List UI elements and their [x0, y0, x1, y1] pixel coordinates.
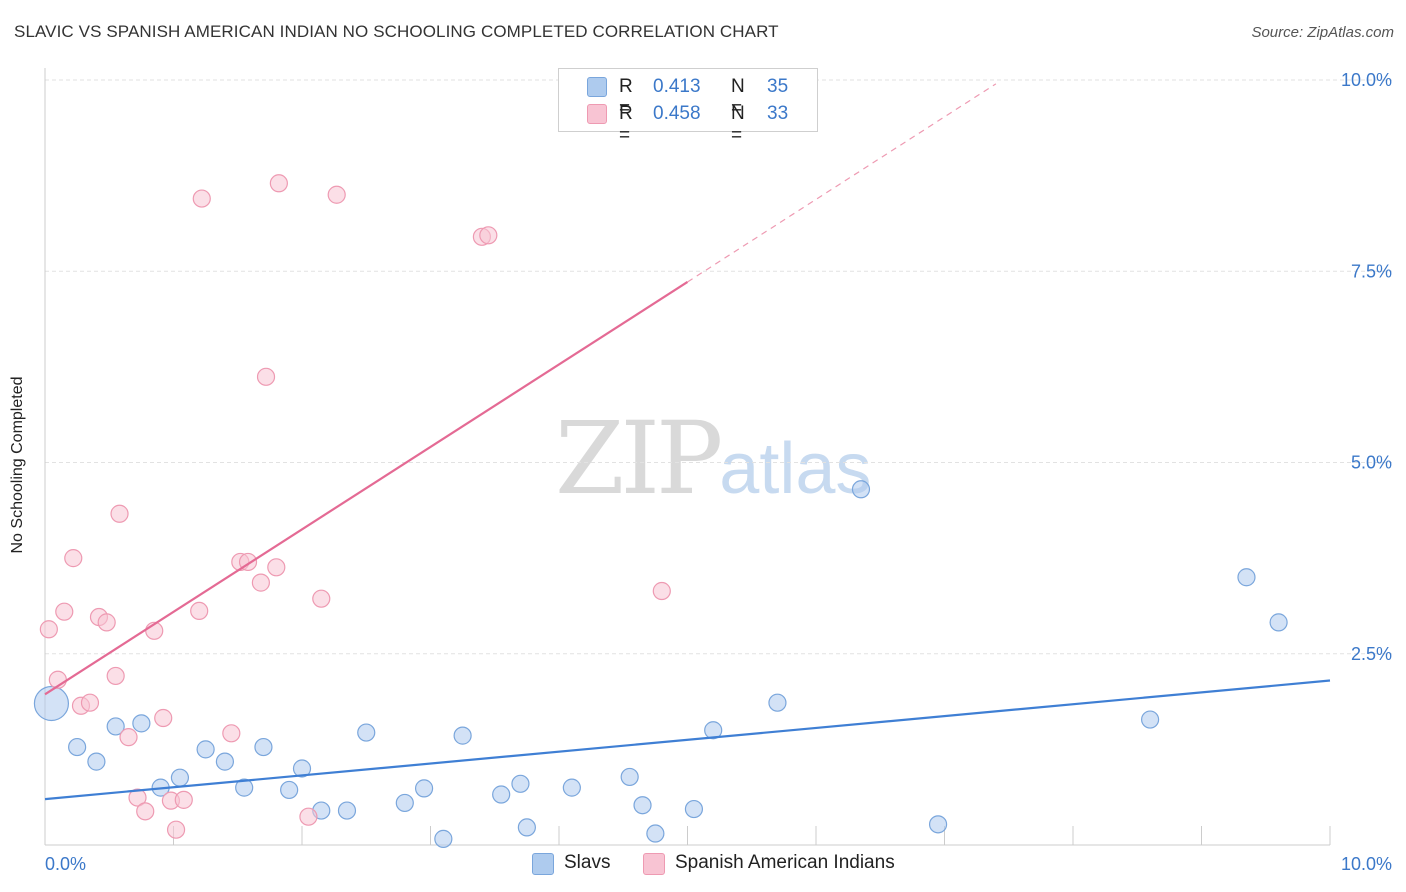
y-tick-label: 5.0%: [1351, 453, 1392, 473]
point-spanish-american-indians: [55, 602, 74, 621]
point-slavs: [337, 801, 357, 820]
point-slavs: [357, 723, 376, 742]
point-spanish-american-indians: [192, 189, 211, 208]
y-tick-label: 7.5%: [1351, 261, 1392, 281]
trend-line-slavs: [44, 679, 1331, 801]
point-spanish-american-indians: [190, 601, 209, 621]
source-label: Source: ZipAtlas.com: [1251, 24, 1394, 41]
watermark: ZIPatlas: [555, 400, 871, 517]
point-spanish-american-indians: [154, 708, 173, 728]
point-slavs: [434, 829, 453, 848]
trend-line-spanish-american-indians: [44, 281, 689, 696]
point-slavs: [646, 824, 665, 843]
point-spanish-american-indians: [128, 788, 147, 807]
point-slavs: [453, 726, 472, 745]
bottom-legend-swatch-slavs: [532, 853, 554, 875]
point-slavs: [620, 767, 639, 787]
legend-n-value: 35: [767, 76, 789, 97]
point-slavs: [633, 796, 652, 815]
point-spanish-american-indians: [166, 820, 186, 839]
point-spanish-american-indians: [119, 728, 138, 747]
point-slavs: [254, 737, 273, 757]
point-spanish-american-indians: [106, 666, 125, 686]
point-slavs: [1269, 613, 1288, 632]
point-spanish-american-indians: [652, 581, 671, 601]
legend-n-label: N =: [731, 76, 745, 119]
x-tick-label: 0.0%: [45, 854, 86, 874]
point-slavs: [215, 752, 234, 771]
point-spanish-american-indians: [222, 724, 241, 743]
bottom-legend-label-spanish-american-indians: Spanish American Indians: [675, 852, 895, 873]
point-slavs: [280, 780, 299, 800]
point-slavs: [68, 737, 87, 757]
point-spanish-american-indians: [299, 807, 318, 826]
point-slavs: [1140, 710, 1160, 729]
point-slavs: [106, 717, 125, 736]
point-slavs: [87, 752, 106, 771]
point-slavs: [235, 778, 254, 797]
point-spanish-american-indians: [174, 790, 193, 809]
bottom-legend-label-slavs: Slavs: [564, 852, 611, 873]
point-slavs: [511, 774, 530, 793]
legend-r-label: R =: [619, 76, 633, 119]
correlation-legend: R = 0.413 N = 35 R = 0.458 N = 33: [558, 68, 818, 146]
legend-n-label: N =: [731, 103, 745, 146]
point-spanish-american-indians: [39, 620, 58, 639]
point-spanish-american-indians: [80, 693, 100, 712]
point-spanish-american-indians: [256, 367, 276, 386]
y-axis-label-wrap: No Schooling Completed: [9, 377, 38, 554]
x-tick-label: 10.0%: [1341, 854, 1392, 874]
point-slavs: [492, 785, 511, 804]
chart-title: SLAVIC VS SPANISH AMERICAN INDIAN NO SCH…: [14, 22, 779, 41]
legend-swatch-slavs: [587, 77, 607, 97]
point-slavs: [684, 799, 704, 819]
legend-n-value: 33: [767, 103, 789, 124]
point-slavs: [928, 815, 948, 834]
point-spanish-american-indians: [110, 504, 129, 523]
legend-r-label: R =: [619, 103, 633, 146]
point-slavs: [395, 793, 414, 813]
point-spanish-american-indians: [327, 185, 346, 204]
point-slavs: [196, 740, 215, 759]
watermark-atlas: atlas: [719, 429, 872, 509]
point-slavs: [704, 721, 723, 740]
point-slavs: [132, 714, 151, 733]
point-slavs: [562, 778, 581, 797]
point-spanish-american-indians: [269, 174, 288, 193]
legend-r-value: 0.458: [653, 103, 701, 124]
y-tick-label: 10.0%: [1341, 70, 1392, 90]
bottom-legend-swatch-spanish-american-indians: [643, 853, 665, 875]
y-axis-label: No Schooling Completed: [9, 376, 26, 554]
y-tick-label: 2.5%: [1351, 644, 1392, 664]
legend-r-value: 0.413: [653, 76, 701, 97]
point-slavs: [170, 768, 190, 787]
point-spanish-american-indians: [64, 549, 83, 568]
point-spanish-american-indians: [267, 558, 286, 577]
point-slavs: [517, 818, 536, 837]
point-spanish-american-indians: [97, 613, 116, 632]
point-slavs: [414, 779, 434, 798]
point-slavs: [33, 685, 70, 722]
point-spanish-american-indians: [312, 589, 331, 608]
watermark-zip: ZIP: [555, 400, 723, 517]
point-spanish-american-indians: [251, 573, 270, 592]
point-slavs: [1237, 568, 1256, 587]
point-spanish-american-indians: [479, 226, 498, 245]
point-slavs: [851, 480, 871, 499]
point-slavs: [768, 693, 787, 712]
legend-swatch-spanish-american-indians: [587, 104, 607, 124]
point-slavs: [292, 759, 312, 778]
point-spanish-american-indians: [136, 802, 155, 821]
